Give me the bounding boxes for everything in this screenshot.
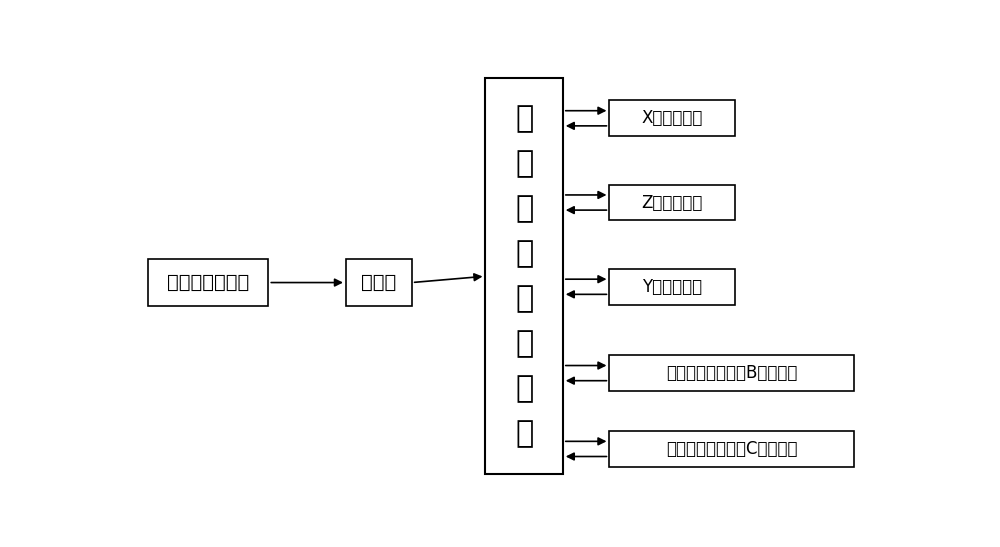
Text: 数控双回转工作台C回转电机: 数控双回转工作台C回转电机 xyxy=(666,440,798,458)
FancyBboxPatch shape xyxy=(609,185,735,220)
FancyBboxPatch shape xyxy=(609,355,854,391)
Text: X向伺服电机: X向伺服电机 xyxy=(641,109,703,127)
Text: 数控双回转工作台B回转电机: 数控双回转工作台B回转电机 xyxy=(666,364,798,382)
Text: 五
轴
联
动
数
控
系
统: 五 轴 联 动 数 控 系 统 xyxy=(515,104,533,449)
FancyBboxPatch shape xyxy=(609,431,854,467)
FancyBboxPatch shape xyxy=(148,259,268,306)
Text: 霌尔电流传感器: 霌尔电流传感器 xyxy=(167,273,249,292)
Text: Y向伺服电机: Y向伺服电机 xyxy=(642,278,702,296)
Text: 转换器: 转换器 xyxy=(361,273,396,292)
FancyBboxPatch shape xyxy=(609,101,735,136)
FancyBboxPatch shape xyxy=(346,259,412,306)
Text: Z向伺服电机: Z向伺服电机 xyxy=(641,194,703,212)
FancyBboxPatch shape xyxy=(485,78,563,474)
FancyBboxPatch shape xyxy=(609,269,735,305)
